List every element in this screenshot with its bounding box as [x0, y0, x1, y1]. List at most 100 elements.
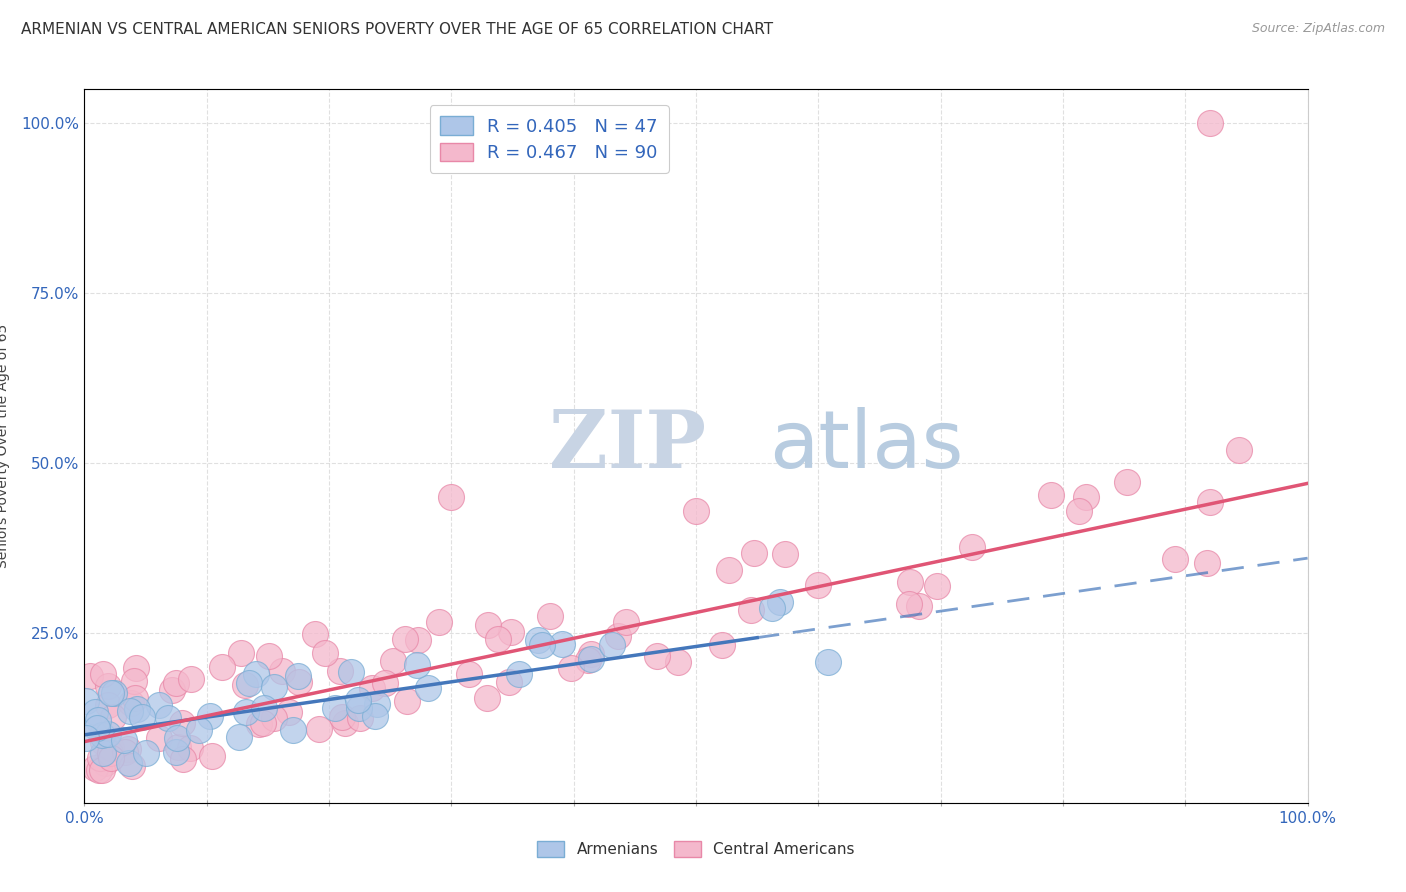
Point [93, 756, 115, 770]
Point [97, 698, 120, 712]
Point [1115, 475, 1137, 489]
Point [160, 682, 183, 697]
Point [124, 690, 146, 705]
Point [148, 698, 170, 713]
Point [314, 646, 336, 660]
Point [228, 730, 250, 744]
Point [347, 701, 370, 715]
Point [148, 731, 170, 745]
Point [238, 676, 260, 690]
Point [89, 763, 111, 777]
Point [172, 752, 194, 766]
Point [908, 599, 931, 613]
Point [360, 681, 382, 696]
Point [125, 660, 148, 674]
Point [165, 676, 187, 690]
Point [427, 615, 450, 630]
Point [93, 746, 115, 760]
Point [100, 686, 122, 700]
Point [406, 633, 429, 648]
Point [742, 546, 765, 560]
Point [1199, 495, 1222, 509]
Point [179, 741, 201, 756]
Point [125, 702, 148, 716]
Point [117, 741, 139, 756]
Point [79, 669, 101, 683]
Point [395, 694, 418, 708]
Point [347, 692, 370, 706]
Point [645, 649, 668, 664]
Point [252, 716, 274, 731]
Text: Source: ZipAtlas.com: Source: ZipAtlas.com [1251, 22, 1385, 36]
Point [201, 749, 224, 764]
Point [330, 709, 353, 723]
Point [120, 696, 142, 710]
Point [761, 600, 783, 615]
Point [363, 709, 385, 723]
Point [253, 700, 276, 714]
Point [283, 723, 305, 737]
Point [416, 681, 439, 695]
Point [614, 615, 637, 629]
Point [167, 740, 190, 755]
Point [1227, 442, 1250, 457]
Point [124, 673, 146, 688]
Point [308, 722, 330, 736]
Point [75, 694, 97, 708]
Point [263, 680, 285, 694]
Point [91, 728, 114, 742]
Point [374, 676, 396, 690]
Point [89, 751, 111, 765]
Point [540, 609, 562, 624]
Point [121, 758, 143, 772]
Point [288, 674, 311, 689]
Point [270, 665, 292, 679]
Point [278, 705, 301, 719]
Point [229, 646, 252, 660]
Point [165, 745, 187, 759]
Point [187, 723, 209, 737]
Point [498, 675, 520, 690]
Point [235, 705, 257, 719]
Point [75, 731, 97, 745]
Point [211, 660, 233, 674]
Text: ARMENIAN VS CENTRAL AMERICAN SENIORS POVERTY OVER THE AGE OF 65 CORRELATION CHAR: ARMENIAN VS CENTRAL AMERICAN SENIORS POV… [21, 22, 773, 37]
Point [718, 563, 741, 577]
Point [329, 665, 352, 679]
Point [172, 715, 194, 730]
Point [97, 679, 120, 693]
Point [1198, 116, 1220, 130]
Text: atlas: atlas [769, 407, 963, 485]
Point [382, 655, 405, 669]
Point [114, 746, 136, 760]
Point [486, 632, 509, 646]
Point [118, 705, 141, 719]
Point [98, 746, 121, 760]
Point [287, 668, 309, 682]
Legend: Armenians, Central Americans: Armenians, Central Americans [531, 835, 860, 863]
Point [769, 595, 792, 609]
Point [335, 716, 357, 731]
Point [560, 661, 582, 675]
Point [247, 717, 270, 731]
Point [84, 705, 107, 719]
Point [245, 667, 267, 681]
Point [100, 740, 122, 755]
Point [93, 735, 115, 749]
Point [817, 656, 839, 670]
Text: ZIP: ZIP [550, 407, 706, 485]
Point [339, 665, 361, 680]
Point [576, 653, 599, 667]
Point [84, 761, 107, 775]
Point [501, 624, 523, 639]
Point [1067, 504, 1090, 518]
Point [1040, 488, 1063, 502]
Point [581, 652, 603, 666]
Point [263, 711, 285, 725]
Point [1076, 491, 1098, 505]
Point [579, 647, 602, 661]
Point [103, 686, 125, 700]
Point [1164, 552, 1187, 566]
Point [349, 711, 371, 725]
Point [91, 763, 114, 777]
